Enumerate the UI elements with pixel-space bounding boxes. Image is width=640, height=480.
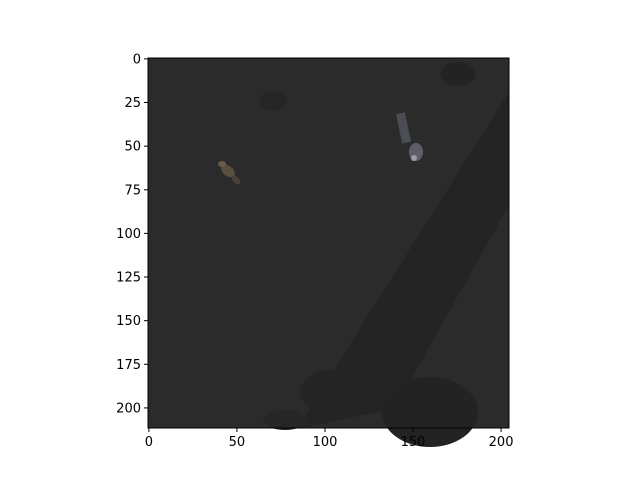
y-tick-label: 0 (133, 52, 141, 67)
x-tick-label: 150 (401, 435, 426, 450)
object-brown (218, 161, 241, 185)
dark-spot (259, 91, 287, 111)
object-gray (395, 112, 423, 161)
x-tick-label: 50 (229, 435, 246, 450)
axes-frame (147, 57, 510, 429)
shadow-band (300, 92, 509, 428)
y-tick-label: 50 (124, 140, 141, 155)
image-panel (148, 58, 509, 447)
y-tick-label: 150 (116, 314, 141, 329)
dark-spot (440, 62, 476, 86)
x-axis: 0 50 100 150 200 (145, 428, 514, 450)
y-tick-label: 100 (116, 227, 141, 242)
dark-blob (263, 410, 307, 430)
y-tick-label: 175 (116, 358, 141, 373)
y-axis: 0 25 50 75 100 125 150 175 200 (116, 52, 148, 416)
x-tick-label: 200 (489, 435, 514, 450)
x-tick-label: 100 (313, 435, 338, 450)
y-tick-label: 25 (124, 96, 141, 111)
dark-blob (300, 370, 360, 414)
y-tick-label: 75 (124, 183, 141, 198)
x-tick-label: 0 (145, 435, 153, 450)
y-tick-label: 200 (116, 401, 141, 416)
y-tick-label: 125 (116, 271, 141, 286)
dark-blob (382, 377, 478, 447)
